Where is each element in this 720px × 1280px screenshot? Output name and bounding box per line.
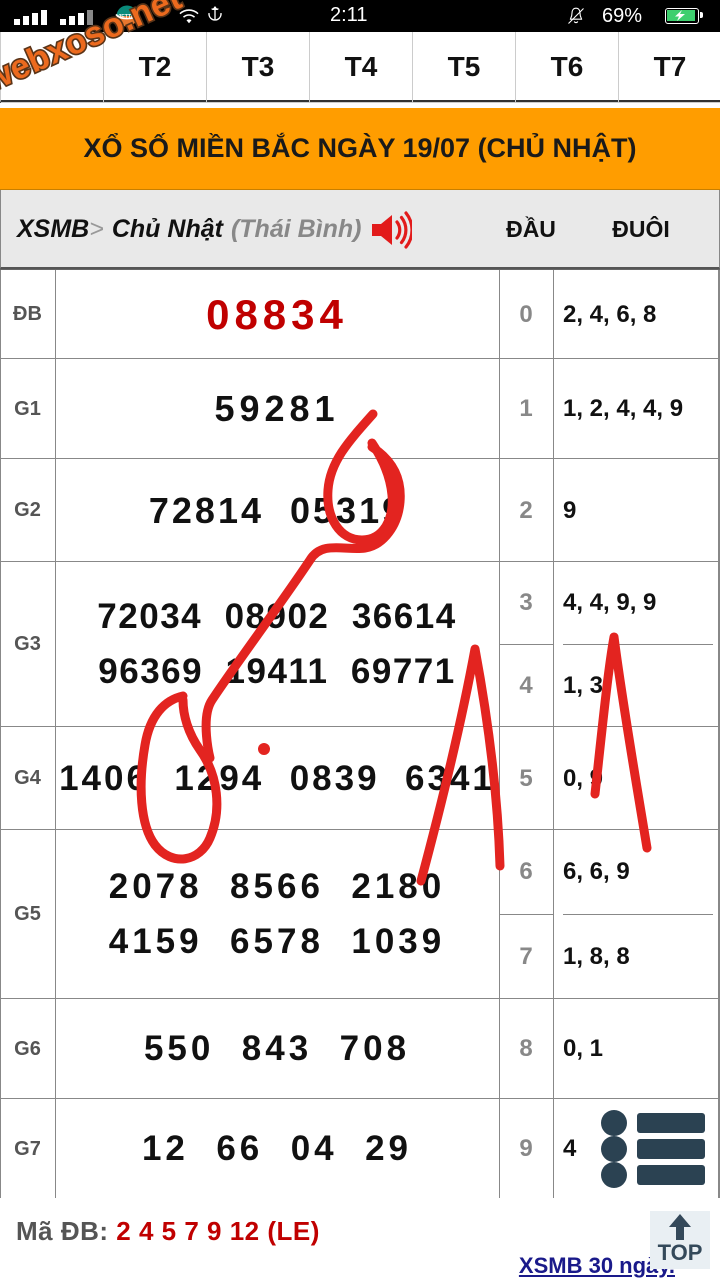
svg-text:webxoso.net: webxoso.net xyxy=(0,0,187,100)
